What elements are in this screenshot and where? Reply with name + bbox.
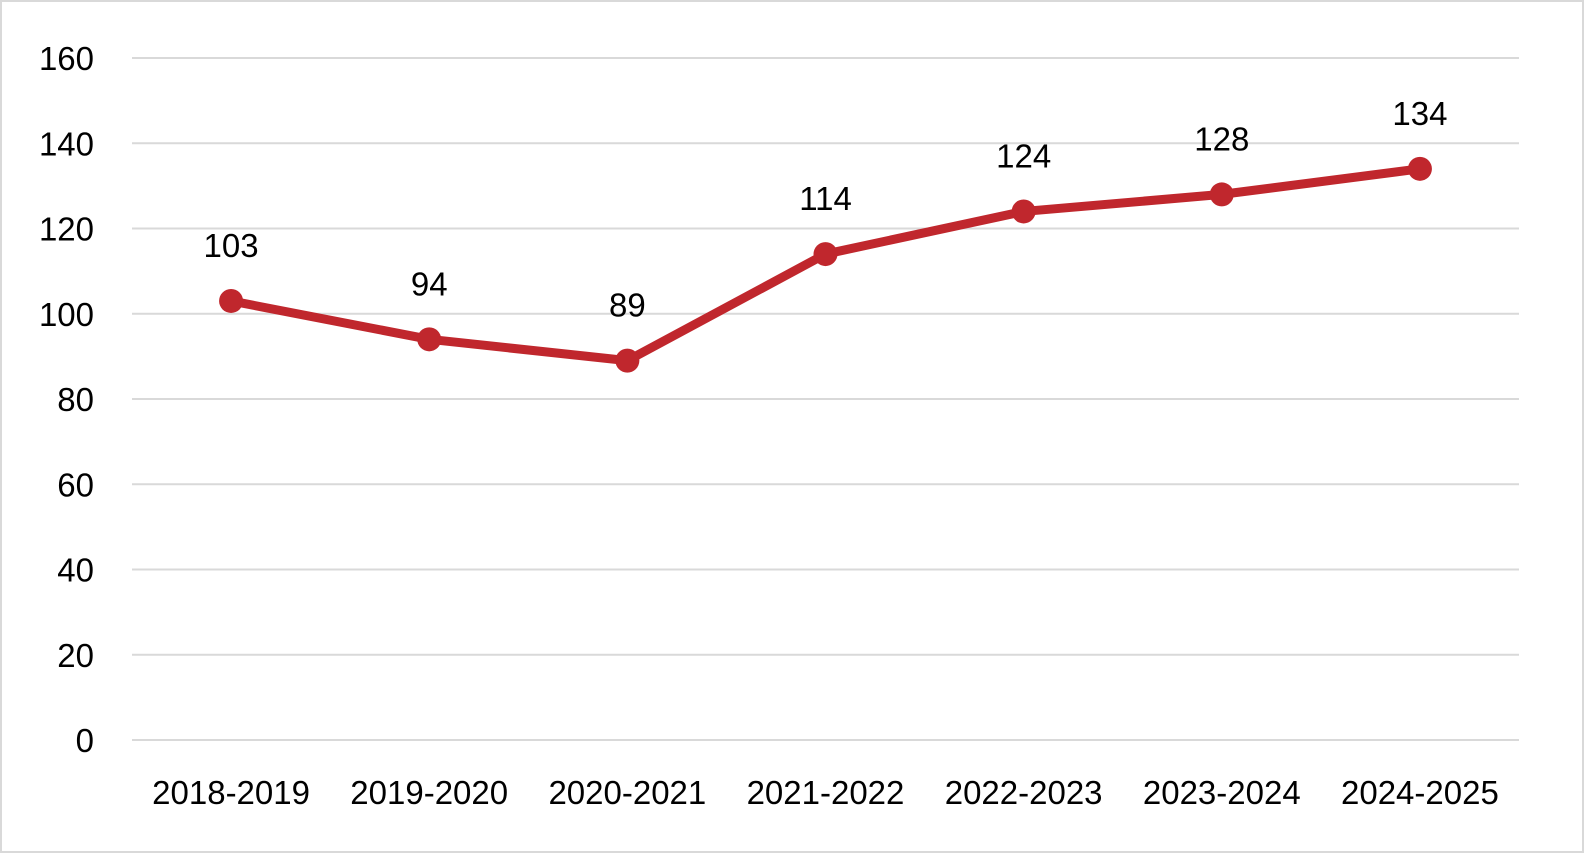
y-tick-label: 140 bbox=[39, 125, 94, 162]
x-tick-label: 2020-2021 bbox=[548, 774, 706, 811]
x-axis-ticks: 2018-2019 2019-2020 2020-2021 2021-2022 2022… bbox=[152, 774, 1499, 811]
y-tick-label: 40 bbox=[57, 552, 94, 589]
data-labels: 103 94 89 114 124 128 134 bbox=[204, 95, 1448, 324]
y-tick-label: 80 bbox=[57, 381, 94, 418]
data-point bbox=[813, 242, 838, 267]
x-tick-label: 2023-2024 bbox=[1143, 774, 1301, 811]
x-tick-label: 2018-2019 bbox=[152, 774, 310, 811]
y-tick-label: 120 bbox=[39, 211, 94, 248]
series-markers bbox=[219, 156, 1432, 373]
data-label: 103 bbox=[204, 227, 259, 264]
data-label: 124 bbox=[996, 137, 1051, 174]
data-point bbox=[1407, 156, 1432, 181]
data-point bbox=[219, 288, 244, 313]
y-tick-label: 0 bbox=[76, 722, 94, 759]
data-point bbox=[1209, 182, 1234, 207]
x-tick-label: 2024-2025 bbox=[1341, 774, 1499, 811]
y-tick-label: 60 bbox=[57, 466, 94, 503]
data-point bbox=[417, 327, 442, 352]
y-tick-label: 20 bbox=[57, 637, 94, 674]
x-tick-label: 2019-2020 bbox=[350, 774, 508, 811]
data-label: 128 bbox=[1194, 120, 1249, 157]
data-point bbox=[1011, 199, 1036, 224]
y-tick-label: 160 bbox=[39, 40, 94, 77]
gridlines bbox=[132, 57, 1519, 741]
data-label: 134 bbox=[1392, 95, 1447, 132]
data-point bbox=[615, 348, 640, 373]
x-tick-label: 2022-2023 bbox=[945, 774, 1103, 811]
y-tick-label: 100 bbox=[39, 296, 94, 333]
y-axis-ticks: 0 20 40 60 80 100 120 140 160 bbox=[39, 40, 94, 759]
x-tick-label: 2021-2022 bbox=[747, 774, 905, 811]
data-label: 94 bbox=[411, 265, 448, 302]
data-label: 114 bbox=[799, 180, 852, 217]
data-label: 89 bbox=[609, 287, 646, 324]
